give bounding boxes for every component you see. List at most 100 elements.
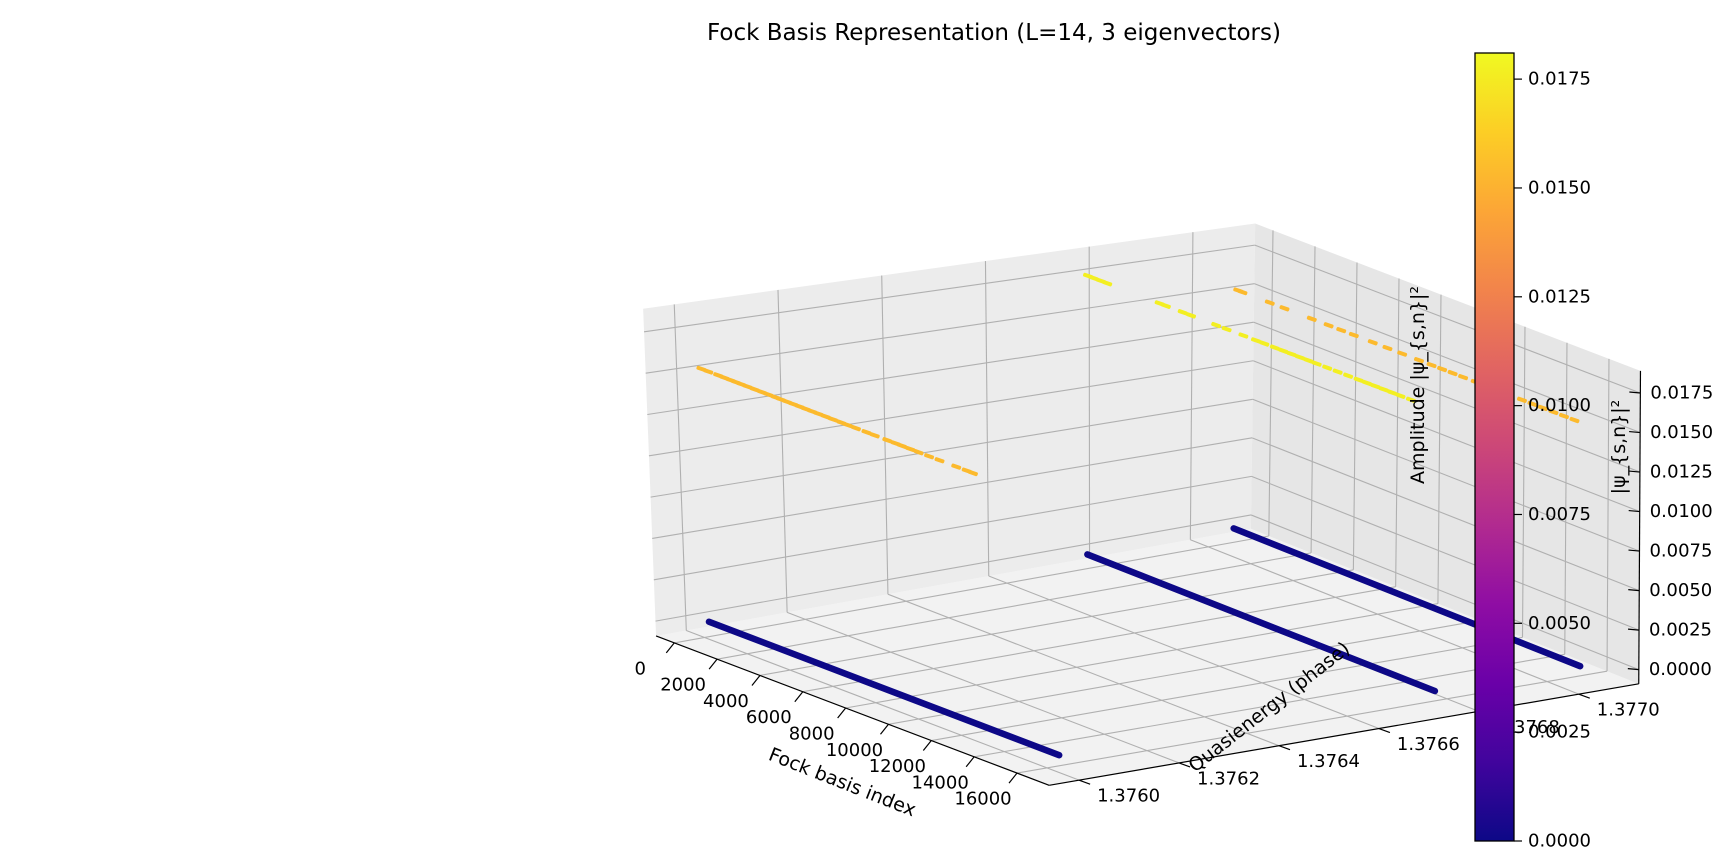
z-tick-label: 0.0000 [1649, 659, 1712, 680]
z-tick [1628, 509, 1640, 513]
series-2-peak-point [1221, 325, 1232, 333]
series-3-peak-point [1537, 404, 1548, 412]
series-3-peak-point [1413, 357, 1424, 364]
gridline-x-floor [845, 603, 1439, 709]
z-tick [1628, 470, 1640, 473]
colorbar-tick-label: 0.0100 [1528, 395, 1591, 416]
series-1-peak-point [850, 425, 861, 432]
gridline-x-floor [674, 535, 1269, 644]
data-points [696, 272, 1584, 759]
z-tick [1628, 588, 1640, 592]
gridline-x-wall [1521, 326, 1526, 638]
z-tick-label: 0.0050 [1649, 580, 1712, 601]
x-tick-label: 6000 [746, 707, 792, 728]
gridline-x-floor [717, 552, 1312, 660]
z-tick [1629, 391, 1641, 394]
back-wall-pane [1250, 223, 1641, 684]
gridline-x-wall [1606, 358, 1610, 672]
gridline-x-floor [974, 653, 1565, 758]
series-2-peak-point [1405, 396, 1416, 403]
gridline-y-wall [673, 304, 687, 631]
gridline-x-floor [759, 569, 1354, 676]
x-axis-line [655, 635, 1050, 786]
series-3-peak-point [1447, 369, 1458, 377]
y-tick-label: 1.3770 [1597, 700, 1660, 721]
series-2-peak-point [1387, 389, 1398, 396]
gridline-z-left [643, 244, 1255, 333]
series-3-peak-point [1306, 315, 1317, 322]
series-3-peak-point [1397, 350, 1408, 357]
x-tick-label: 2000 [660, 675, 706, 696]
series-3-peak-point [1558, 412, 1569, 420]
y-tick-label: 1.3764 [1297, 751, 1360, 772]
x-tick-label: 8000 [789, 723, 835, 744]
axis-lines [655, 370, 1642, 786]
series-1-peak-point [913, 449, 924, 456]
colorbar-tick-label: 0.0050 [1528, 613, 1591, 634]
x-tick [665, 642, 675, 654]
y-tick [1578, 693, 1590, 699]
series-1-peak-point [842, 421, 853, 429]
series-3-peak-point [1458, 374, 1469, 381]
x-tick [708, 658, 718, 670]
gridline-y-wall [777, 289, 788, 613]
z-tick [1627, 668, 1639, 671]
series-1-peak-point [703, 368, 714, 375]
gridline-y-wall [984, 261, 990, 577]
y-tick [1278, 745, 1291, 751]
gridline-y-floor [686, 630, 1080, 781]
y-tick [1078, 779, 1091, 785]
gridline-z-back [1254, 283, 1641, 434]
gridline-z-left [652, 437, 1253, 540]
series-3-peak-point [1237, 288, 1248, 296]
colorbar-tick-label: 0.0025 [1528, 722, 1591, 743]
series-2-peak-point [1370, 383, 1381, 390]
series-2-peak-point [1378, 386, 1389, 393]
series-3-peak-point [1323, 322, 1334, 329]
gridline-x-wall [1268, 230, 1274, 536]
series-2-peak-point [1294, 354, 1305, 361]
y-axis-line [1049, 683, 1639, 786]
series-1-peak-point [967, 469, 978, 477]
series-2-peak-point [1160, 302, 1171, 309]
series-3-peak-point [1367, 339, 1378, 346]
gridline-y-floor [887, 593, 1280, 747]
series-3-background-points [1230, 525, 1584, 670]
z-tick [1629, 430, 1641, 434]
series-3-peak-point [1336, 327, 1347, 334]
series-2-peak-point [1186, 312, 1196, 319]
colorbar-gradient [1474, 52, 1515, 842]
x-tick [751, 675, 761, 686]
gridline-z-left [653, 475, 1252, 581]
series-2-peak-point [1102, 280, 1113, 287]
gridline-y-wall [881, 275, 889, 595]
series-1-peak-point [882, 437, 893, 444]
series-2-peak-point [1177, 309, 1188, 316]
series-3-peak-point [1264, 299, 1275, 306]
x-tick [794, 691, 804, 703]
gridline-x-wall [1395, 278, 1400, 587]
x-tick [880, 723, 889, 735]
gridline-z-left [645, 283, 1255, 374]
series-2-peak-point [1332, 368, 1343, 375]
series-1-peak-point [934, 457, 945, 464]
series-1-peak-point [905, 445, 916, 453]
series-1-peak-point [861, 429, 872, 436]
series-2-peak-point [1250, 337, 1261, 344]
series-3-peak-point [1548, 408, 1559, 416]
series-3-peak-point [1569, 416, 1580, 424]
series-2-peak-point [1278, 347, 1289, 354]
colorbar-tick-label: 0.0175 [1528, 69, 1591, 90]
x-tick [922, 740, 932, 751]
x-tick [1008, 772, 1018, 784]
series-2-peak-point [1211, 321, 1222, 329]
z-axis-label: Amplitude |ψ_{s,n}|² [1407, 286, 1429, 484]
x-tick-label: 12000 [869, 756, 926, 777]
series-3-peak-point [1279, 305, 1290, 312]
series-2-peak-point [1311, 360, 1322, 367]
series-2-peak-point [1361, 379, 1372, 387]
x-tick-label: 14000 [912, 772, 969, 793]
gridline-y-floor [786, 611, 1180, 764]
colorbar-ticks: 0.0000 0.0025 0.0050 0.0075 0.0100 0.0125 0.01… [1514, 69, 1591, 852]
